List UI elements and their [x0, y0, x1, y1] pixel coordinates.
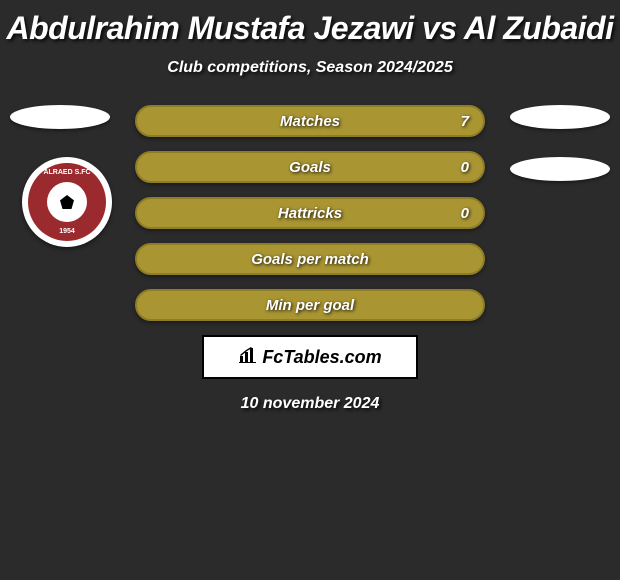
attribution-badge[interactable]: FcTables.com — [202, 335, 418, 379]
crest-inner: ALRAED S.FC 1954 — [28, 163, 106, 241]
stat-bar: Goals per match — [135, 243, 485, 275]
date-label: 10 november 2024 — [0, 395, 620, 413]
page-title: Abdulrahim Mustafa Jezawi vs Al Zubaidi — [0, 0, 620, 47]
stat-bar: Goals0 — [135, 151, 485, 183]
left-team-oval — [10, 105, 110, 129]
crest-text-bottom: 1954 — [59, 228, 75, 235]
page-subtitle: Club competitions, Season 2024/2025 — [0, 59, 620, 77]
crest-text-top: ALRAED S.FC — [43, 169, 90, 176]
soccer-ball-icon — [47, 182, 87, 222]
stat-bar-right-value: 0 — [461, 153, 469, 181]
stat-bar-label: Hattricks — [137, 199, 483, 227]
stat-bar-label: Min per goal — [137, 291, 483, 319]
stat-bar-label: Goals — [137, 153, 483, 181]
right-team-oval-1 — [510, 105, 610, 129]
stat-bar-right-value: 7 — [461, 107, 469, 135]
stat-bar: Min per goal — [135, 289, 485, 321]
stat-bar: Hattricks0 — [135, 197, 485, 229]
stat-bar-label: Matches — [137, 107, 483, 135]
stat-bar-right-value: 0 — [461, 199, 469, 227]
attribution-text: FcTables.com — [262, 347, 381, 368]
stat-bar: Matches7 — [135, 105, 485, 137]
stat-bars: Matches7Goals0Hattricks0Goals per matchM… — [135, 105, 485, 321]
right-team-oval-2 — [510, 157, 610, 181]
left-team-crest: ALRAED S.FC 1954 — [22, 157, 112, 247]
comparison-content: ALRAED S.FC 1954 Matches7Goals0Hattricks… — [0, 105, 620, 413]
chart-icon — [238, 346, 258, 369]
stat-bar-label: Goals per match — [137, 245, 483, 273]
